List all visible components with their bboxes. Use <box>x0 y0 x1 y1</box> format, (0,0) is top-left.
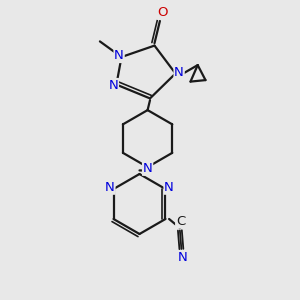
Text: N: N <box>164 181 174 194</box>
Text: N: N <box>178 251 188 264</box>
Text: N: N <box>174 65 184 79</box>
Text: N: N <box>105 181 115 194</box>
Text: N: N <box>143 162 152 175</box>
Text: N: N <box>109 79 118 92</box>
Text: N: N <box>114 49 124 62</box>
Text: C: C <box>176 215 185 228</box>
Text: O: O <box>158 6 168 19</box>
